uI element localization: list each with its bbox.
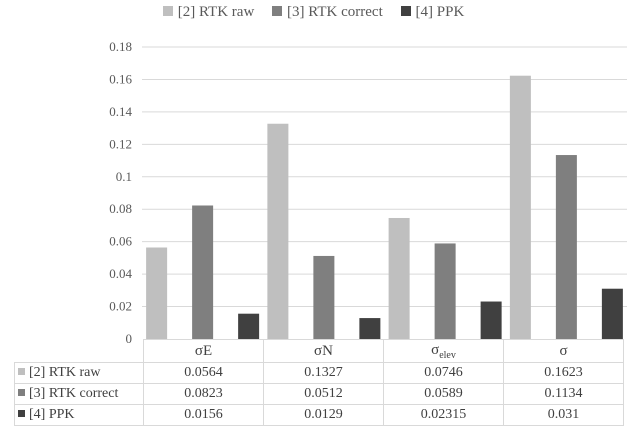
bar: [267, 124, 288, 339]
table-row-label-rtk-raw: [2] RTK raw: [15, 363, 144, 384]
category-label-sigma-n: σN: [264, 340, 384, 363]
y-tick-label: 0.1: [116, 169, 132, 184]
y-tick-label: 0.02: [109, 299, 132, 314]
category-label-sigma-elev-main: σ: [431, 342, 439, 358]
table-row-label-text: [4] PPK: [29, 407, 75, 422]
bar: [359, 318, 380, 339]
table-cell: 0.1134: [504, 384, 624, 405]
bar: [389, 218, 410, 339]
y-tick-label: 0.18: [109, 39, 132, 54]
category-label-sigma-elev-sub: elev: [439, 350, 456, 361]
table-row: [2] RTK raw 0.0564 0.1327 0.0746 0.1623: [15, 363, 624, 384]
table-cell: 0.1623: [504, 363, 624, 384]
y-tick-label: 0.04: [109, 266, 132, 281]
category-label-sigma-e: σE: [144, 340, 264, 363]
bar: [435, 243, 456, 339]
y-tick-label: 0.16: [109, 71, 132, 86]
table-row-label-ppk: [4] PPK: [15, 405, 144, 426]
y-tick-label: 0.12: [109, 136, 132, 151]
table-row-label-rtk-correct: [3] RTK correct: [15, 384, 144, 405]
table-cell: 0.0156: [144, 405, 264, 426]
table-cell: 0.0589: [384, 384, 504, 405]
table-cell: 0.0512: [264, 384, 384, 405]
data-table-header-row: σE σN σelev σ: [15, 340, 624, 363]
table-row: [3] RTK correct 0.0823 0.0512 0.0589 0.1…: [15, 384, 624, 405]
category-label-sigma-elev: σelev: [384, 340, 504, 363]
table-cell: 0.031: [504, 405, 624, 426]
bar: [510, 76, 531, 339]
table-cell: 0.0823: [144, 384, 264, 405]
bar: [602, 289, 623, 339]
table-cell: 0.0746: [384, 363, 504, 384]
table-cell: 0.02315: [384, 405, 504, 426]
table-row-label-text: [2] RTK raw: [29, 365, 100, 380]
data-table: σE σN σelev σ [2] RTK raw 0.0564 0.1327 …: [14, 339, 624, 426]
bar: [192, 205, 213, 339]
legend-key-rtk-correct: [18, 389, 25, 396]
bar: [556, 155, 577, 339]
y-tick-label: 0.14: [109, 104, 132, 119]
legend-key-ppk: [18, 410, 25, 417]
table-row-label-text: [3] RTK correct: [29, 386, 118, 401]
y-tick-label: 0.06: [109, 234, 132, 249]
y-tick-label: 0.08: [109, 201, 132, 216]
bar: [238, 314, 259, 339]
bar: [313, 256, 334, 339]
table-row: [4] PPK 0.0156 0.0129 0.02315 0.031: [15, 405, 624, 426]
y-axis-tick-labels: 00.020.040.060.080.10.120.140.160.18: [109, 39, 132, 346]
gridlines: [142, 47, 627, 307]
category-label-sigma: σ: [504, 340, 624, 363]
data-table-corner: [15, 340, 144, 363]
table-cell: 0.0129: [264, 405, 384, 426]
table-cell: 0.0564: [144, 363, 264, 384]
legend-key-rtk-raw: [18, 368, 25, 375]
bar: [481, 302, 502, 339]
table-cell: 0.1327: [264, 363, 384, 384]
bars: [146, 76, 623, 339]
bar: [146, 248, 167, 339]
